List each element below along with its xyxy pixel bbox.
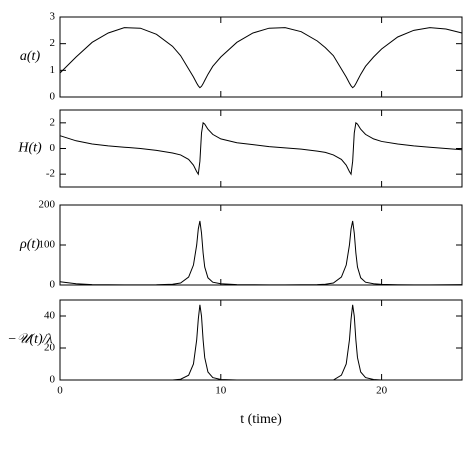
y-tick-label: 40 <box>44 310 56 322</box>
data-line <box>59 220 463 286</box>
plot-frame <box>59 16 463 98</box>
y-tick-label: 100 <box>39 239 56 251</box>
y-tick-label: 2 <box>50 37 56 49</box>
y-tick-label: 200 <box>39 199 56 211</box>
data-line <box>59 27 463 89</box>
y-axis-label: H(t) <box>17 141 42 156</box>
y-tick-label: 2 <box>50 116 56 128</box>
plot-frame <box>59 299 463 381</box>
y-axis-label: ρ(t) <box>19 237 40 252</box>
data-line <box>60 304 462 381</box>
plot-frame <box>59 109 463 188</box>
y-tick-label: 3 <box>50 11 56 23</box>
y-tick-label: 0 <box>50 91 56 103</box>
y-tick-label: 0 <box>50 279 56 291</box>
plot-frame <box>59 204 463 286</box>
y-axis-label: a(t) <box>20 49 41 64</box>
y-tick-label: 0 <box>50 374 56 386</box>
x-tick-label: 0 <box>57 385 63 397</box>
data-line <box>59 121 463 176</box>
x-tick-label: 20 <box>376 385 388 397</box>
x-tick-label: 10 <box>215 385 227 397</box>
x-axis-label: t (time) <box>240 412 282 427</box>
y-tick-label: 1 <box>50 64 56 76</box>
y-tick-label: 20 <box>44 342 56 354</box>
y-tick-label: -2 <box>46 168 55 180</box>
y-axis-label: −𝒰(t)/λ <box>7 332 52 347</box>
y-tick-label: 0 <box>50 142 56 154</box>
